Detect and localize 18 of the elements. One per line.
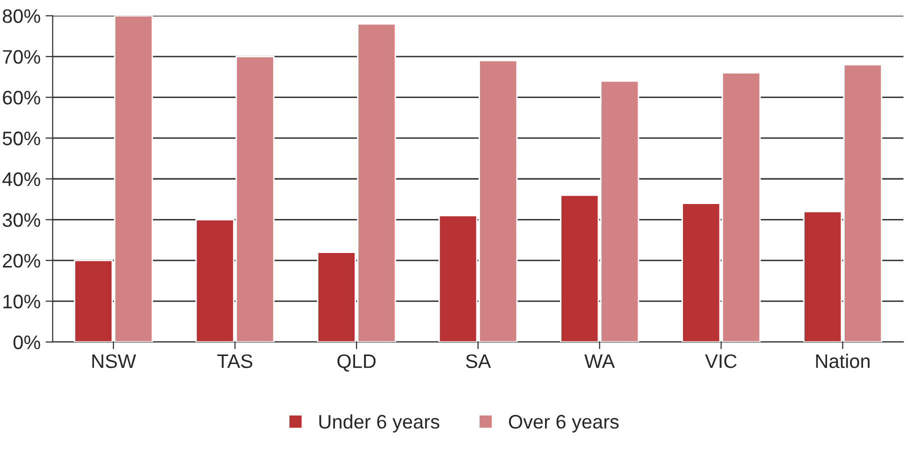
- x-tick-label: VIC: [705, 354, 737, 368]
- y-tick-label: 40%: [2, 172, 40, 186]
- y-tick-label: 80%: [2, 9, 40, 23]
- y-tick-label: 0%: [14, 335, 40, 350]
- y-tick-label: 60%: [2, 90, 40, 105]
- y-tick-label: 20%: [2, 254, 40, 268]
- x-tick-label: TAS: [217, 354, 252, 368]
- x-tick-label: SA: [466, 354, 491, 368]
- y-tick-label: 50%: [2, 132, 40, 146]
- y-tick-label: 10%: [3, 294, 40, 308]
- legend-label: Over 6 years: [508, 414, 619, 432]
- x-tick-label: NSW: [92, 354, 136, 368]
- x-tick-label: QLD: [337, 354, 376, 372]
- x-tick-label: WA: [584, 354, 615, 368]
- y-tick-label: 30%: [2, 213, 40, 227]
- x-tick-label: Nation: [816, 354, 870, 368]
- y-tick-label: 70%: [2, 50, 40, 64]
- legend-label: Under 6 years: [319, 414, 440, 432]
